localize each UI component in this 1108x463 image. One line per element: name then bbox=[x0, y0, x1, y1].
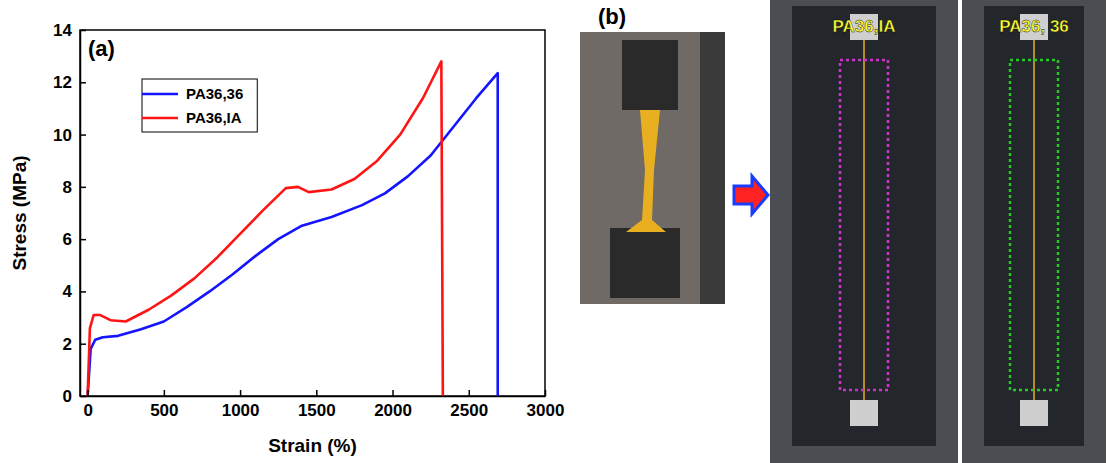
tick-label: 4 bbox=[63, 282, 73, 301]
tick: 2 bbox=[63, 335, 86, 354]
axis-line bbox=[81, 396, 546, 398]
tick: 500 bbox=[150, 390, 178, 420]
photo: PA36, 36 bbox=[962, 0, 1106, 463]
tick: 4 bbox=[63, 282, 86, 301]
grip bbox=[1020, 400, 1048, 426]
tick-label: 0 bbox=[83, 401, 92, 420]
grip bbox=[850, 400, 878, 426]
series-lines bbox=[88, 61, 498, 396]
photo bbox=[580, 32, 725, 304]
legend-entry: PA36,IA bbox=[142, 109, 242, 126]
legend-label: PA36,IA bbox=[186, 109, 242, 126]
tick: 12 bbox=[53, 73, 86, 92]
figure: 0 500 1000 1500 2000 2500 3000 0 2 4 6 8 10 12 14 Strai… bbox=[0, 0, 1108, 463]
y-axis: 0 2 4 6 8 10 12 14 bbox=[53, 21, 86, 406]
photo-label: PA36, 36 bbox=[999, 17, 1069, 36]
legend-box bbox=[142, 79, 257, 132]
specimen bbox=[626, 110, 666, 232]
specimen bbox=[1033, 40, 1035, 400]
tick-mark bbox=[87, 390, 89, 396]
tick-mark bbox=[240, 390, 242, 396]
tick-label: 10 bbox=[53, 126, 72, 145]
tick-label: 6 bbox=[63, 230, 72, 249]
tick-mark bbox=[80, 239, 86, 241]
tick-mark bbox=[80, 82, 86, 84]
tick: 10 bbox=[53, 126, 86, 145]
tick: 1000 bbox=[222, 390, 260, 420]
tick-mark bbox=[316, 390, 318, 396]
tick: 2000 bbox=[374, 390, 412, 420]
tick: 0 bbox=[63, 387, 86, 406]
highlight-box bbox=[840, 60, 888, 390]
plot-frame bbox=[80, 30, 545, 396]
tick-mark bbox=[545, 390, 547, 396]
photo-background bbox=[962, 0, 1106, 463]
tick-label: 2 bbox=[63, 335, 72, 354]
tick-mark bbox=[80, 396, 86, 398]
axis-line bbox=[80, 31, 82, 397]
legend-swatch bbox=[142, 93, 178, 96]
photo: PA36,IA bbox=[770, 0, 958, 463]
tick: 1500 bbox=[298, 390, 336, 420]
legend: PA36,36 PA36,IA bbox=[142, 79, 257, 132]
tick-label: 1000 bbox=[222, 401, 260, 420]
tick-mark bbox=[80, 187, 86, 189]
legend-entry: PA36,36 bbox=[142, 85, 243, 102]
photo-background bbox=[580, 32, 725, 304]
tick-mark bbox=[392, 390, 394, 396]
tick: 8 bbox=[63, 178, 86, 197]
tick-label: 14 bbox=[53, 21, 72, 40]
tick-mark bbox=[164, 390, 166, 396]
tick-mark bbox=[80, 134, 86, 136]
legend-swatch bbox=[142, 117, 178, 120]
tick-label: 1500 bbox=[298, 401, 336, 420]
arrow bbox=[734, 176, 768, 214]
panel-label: (b) bbox=[598, 4, 626, 29]
tick-label: 0 bbox=[63, 387, 72, 406]
tick-label: 500 bbox=[150, 401, 178, 420]
scale-bar bbox=[700, 32, 725, 304]
photo-label: PA36,IA bbox=[833, 17, 896, 36]
machine-frame bbox=[792, 6, 936, 446]
tick-label: 2000 bbox=[374, 401, 412, 420]
tick: 14 bbox=[53, 21, 86, 40]
tick-label: 3000 bbox=[527, 401, 565, 420]
tick-mark bbox=[469, 390, 471, 396]
highlight-box bbox=[1010, 60, 1058, 390]
grip bbox=[622, 40, 678, 110]
tick-mark bbox=[80, 30, 86, 32]
x-axis-title: Strain (%) bbox=[268, 435, 357, 456]
panel-label: (a) bbox=[88, 36, 115, 61]
legend-label: PA36,36 bbox=[186, 85, 243, 102]
tick: 2500 bbox=[450, 390, 488, 420]
tick-label: 2500 bbox=[450, 401, 488, 420]
tick-mark bbox=[80, 343, 86, 345]
machine-frame bbox=[984, 6, 1084, 446]
tick: 6 bbox=[63, 230, 86, 249]
specimen bbox=[863, 40, 865, 400]
x-axis: 0 500 1000 1500 2000 2500 3000 bbox=[81, 390, 565, 420]
photo-background bbox=[770, 0, 958, 463]
y-axis-title: Stress (MPa) bbox=[9, 155, 30, 270]
tick-label: 8 bbox=[63, 178, 72, 197]
tick: 3000 bbox=[527, 390, 565, 420]
tick: 0 bbox=[83, 390, 92, 420]
tick-mark bbox=[80, 291, 86, 293]
grip bbox=[610, 228, 680, 298]
tick-label: 12 bbox=[53, 73, 72, 92]
series-line bbox=[88, 73, 498, 396]
panel-b: (b) PA36,IA PA36, 36 bbox=[580, 0, 1106, 463]
series-line bbox=[88, 61, 443, 396]
